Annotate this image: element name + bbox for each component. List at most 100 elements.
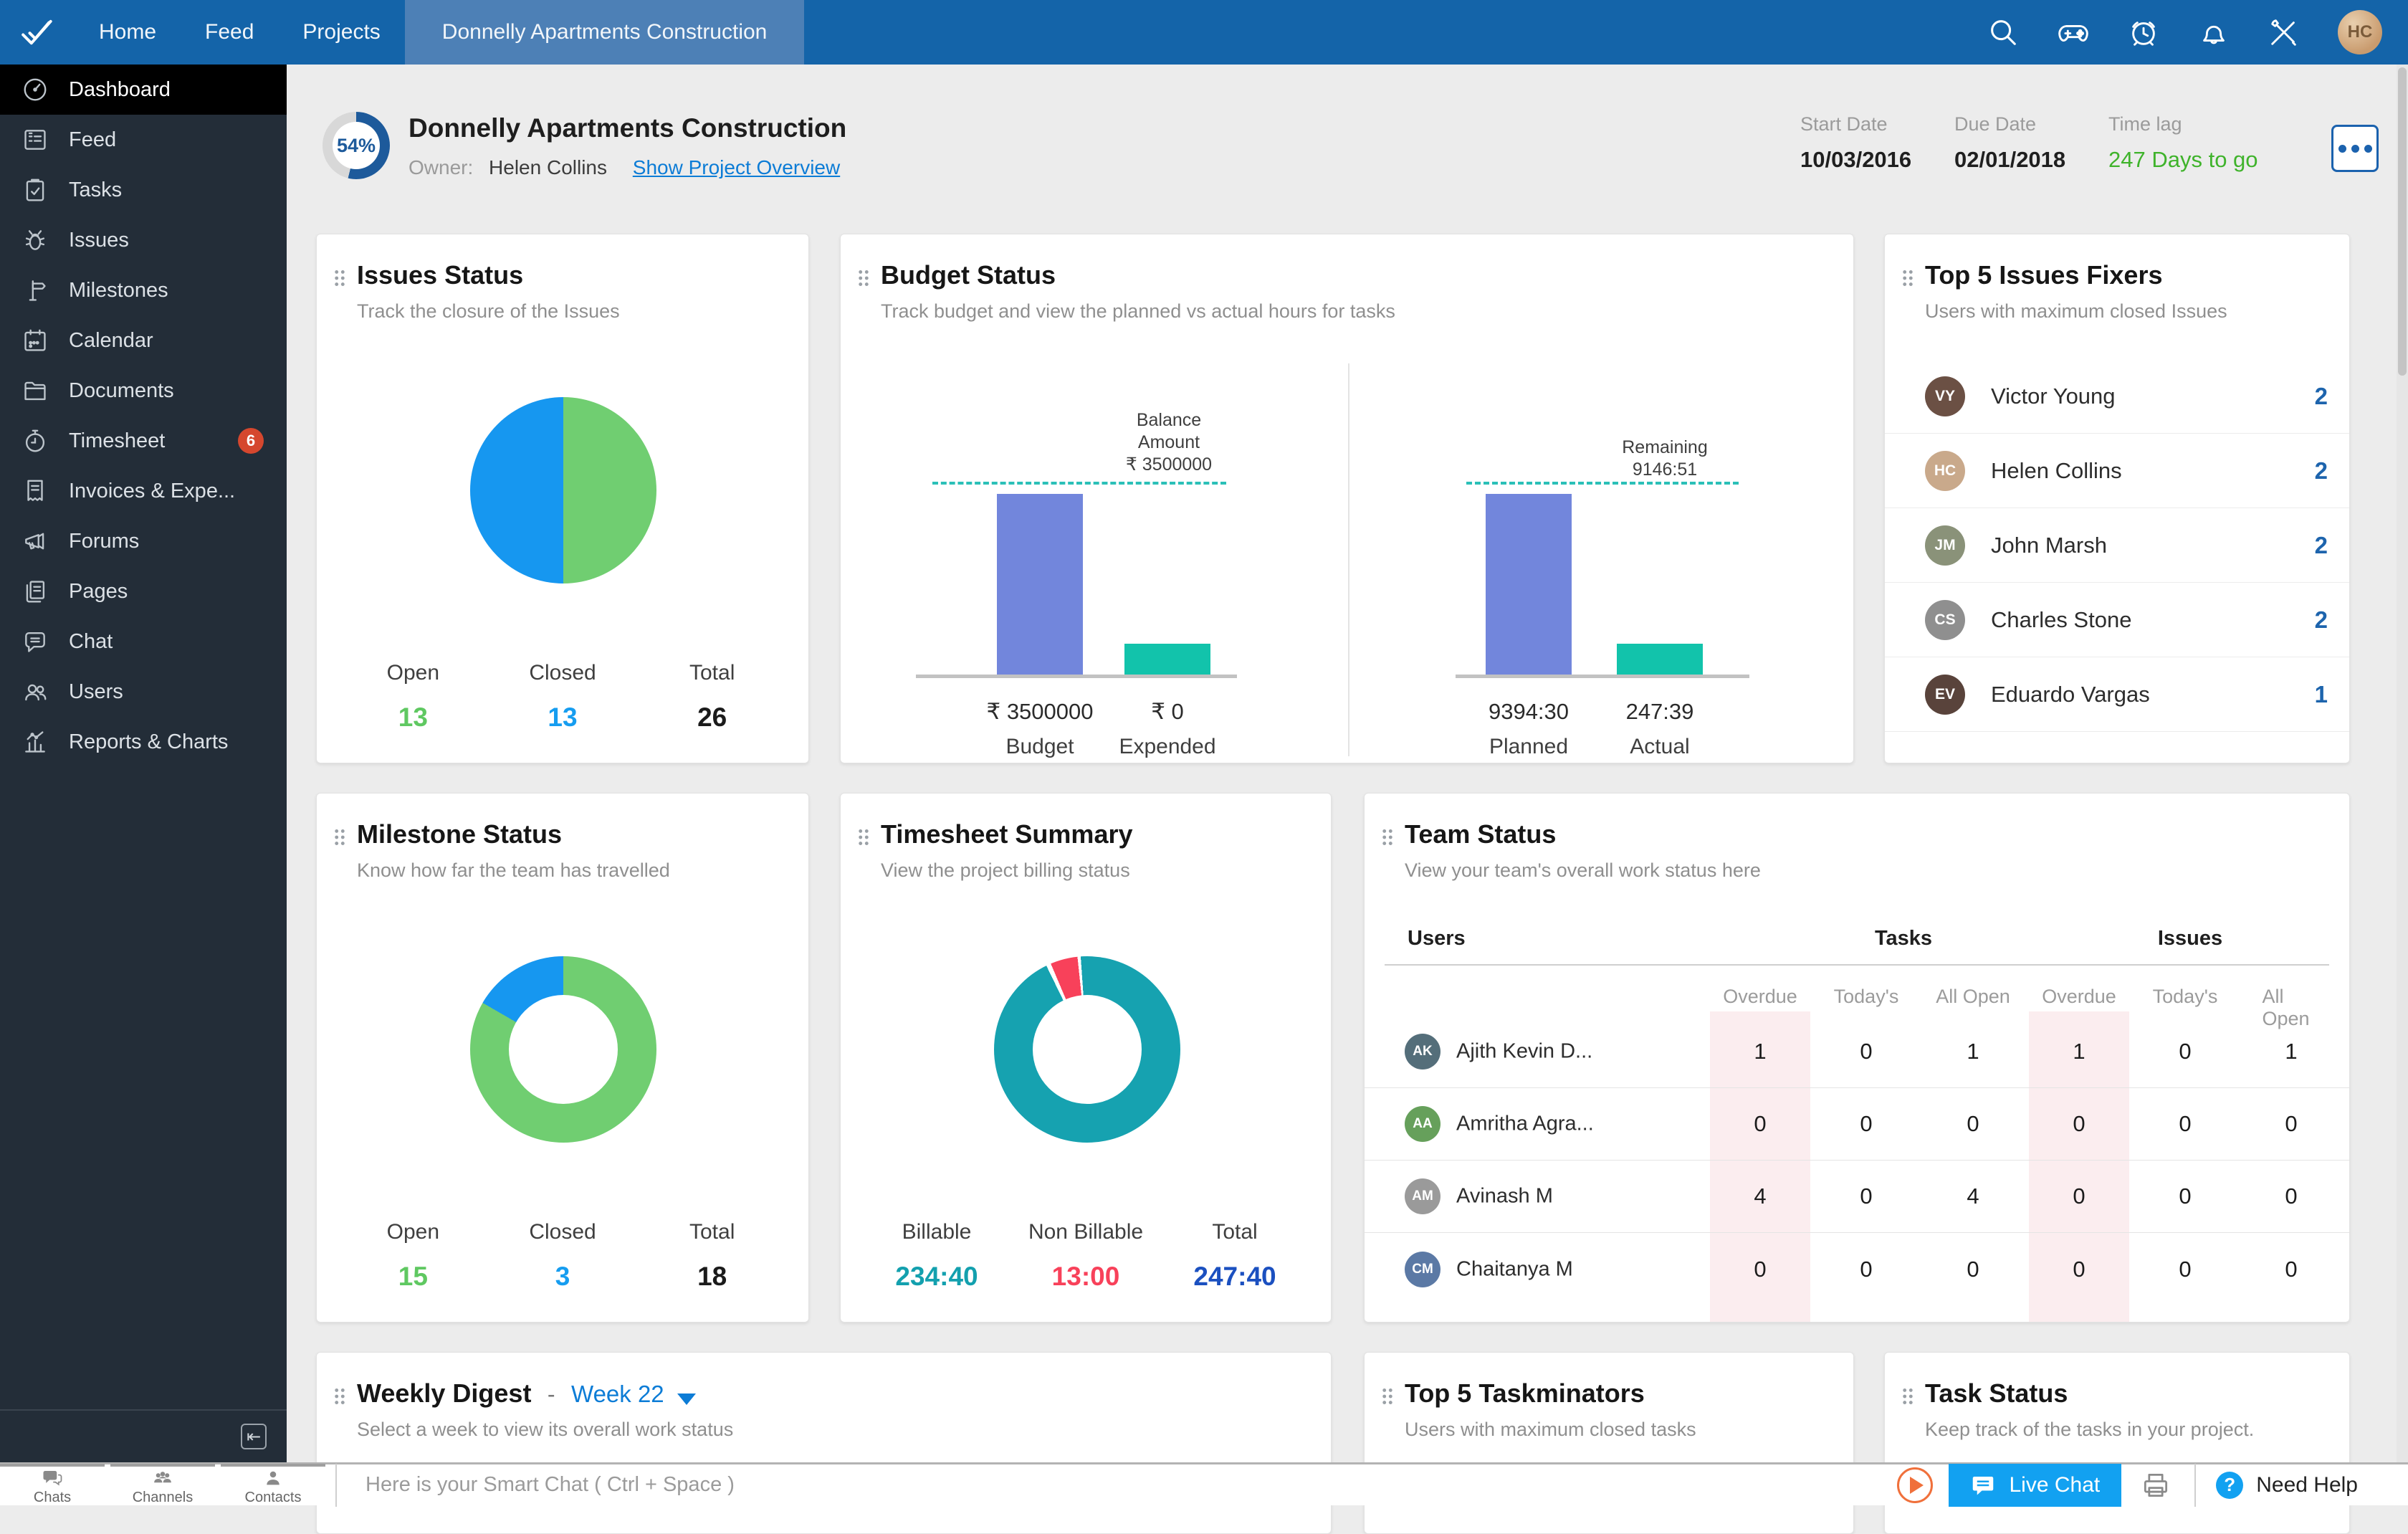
live-chat-button[interactable]: Live Chat [1949,1463,2122,1507]
sidebar-item-tasks[interactable]: Tasks [0,165,287,215]
app-logo[interactable] [0,12,75,52]
cell-issues-allopen: 0 [2285,1183,2298,1209]
sidebar-item-forums[interactable]: Forums [0,516,287,566]
column-header: All Open [2262,986,2310,1029]
week-selector[interactable]: Week 22 [571,1381,664,1407]
need-help-button[interactable]: ? Need Help [2216,1471,2358,1499]
actual-bar [1617,644,1703,675]
card-title: Budget Status [881,260,1056,290]
sidebar-item-users[interactable]: Users [0,667,287,717]
cell-tasks-overdue: 1 [1754,1039,1767,1064]
cell-tasks-todays: 0 [1860,1111,1873,1136]
sidebar-item-documents[interactable]: Documents [0,366,287,416]
tab-chats[interactable]: Chats [0,1463,105,1507]
remaining-threshold-line [1466,482,1739,485]
owner-label: Owner: [408,156,474,178]
cell-issues-allopen: 0 [2285,1256,2298,1282]
due-date-value: 02/01/2018 [1954,147,2066,172]
stat-value-closed: 13 [548,702,578,732]
nav-item-home[interactable]: Home [99,20,157,44]
start-date-block: Start Date 10/03/2016 [1800,113,1911,173]
drag-handle-icon[interactable] [856,267,871,289]
sidebar-item-calendar[interactable]: Calendar [0,315,287,366]
sidebar-item-label: Timesheet [69,429,166,452]
drag-handle-icon[interactable] [1901,267,1915,289]
sidebar-item-invoices[interactable]: Invoices & Expe... [0,466,287,516]
cell-tasks-overdue: 0 [1754,1111,1767,1136]
planned-bar-value: 9394:30 [1488,699,1570,724]
actual-bar-value: 247:39 [1625,699,1694,724]
list-item[interactable]: HC Helen Collins 2 [1885,434,2349,508]
chevron-down-icon[interactable] [677,1393,697,1405]
drag-handle-icon[interactable] [333,267,347,289]
contacts-icon [267,1471,280,1485]
documents-folder-icon [24,381,46,401]
nav-item-feed[interactable]: Feed [205,20,254,44]
budget-status-card: Budget Status Track budget and view the … [840,234,1854,763]
time-lag-block: Time lag 247 Days to go [2108,113,2258,173]
sidebar-item-issues[interactable]: Issues [0,215,287,265]
issues-pie-chart [470,397,656,583]
settings-tools-icon[interactable] [2268,16,2300,49]
drag-handle-icon[interactable] [1901,1386,1915,1407]
more-options-button[interactable] [2331,125,2379,172]
sidebar-item-chat[interactable]: Chat [0,616,287,667]
sidebar-item-pages[interactable]: Pages [0,566,287,616]
recent-activity-clock-icon[interactable] [2127,16,2160,49]
due-date-label: Due Date [1954,113,2037,135]
sidebar-item-timesheet[interactable]: Timesheet 6 [0,416,287,466]
users-icon [25,684,47,701]
dashboard-icon [24,78,47,101]
tab-channels[interactable]: Channels [110,1463,215,1507]
drag-handle-icon[interactable] [333,826,347,848]
list-item[interactable]: CS Charles Stone 2 [1885,583,2349,657]
column-header: Overdue [1723,986,1797,1007]
drag-handle-icon[interactable] [856,826,871,848]
cell-issues-allopen: 1 [2285,1039,2298,1064]
nav-tab-active-project[interactable]: Donnelly Apartments Construction [404,0,805,65]
smart-chat-input[interactable] [337,1473,1898,1497]
avatar: AA [1405,1106,1440,1142]
list-item[interactable]: VY Victor Young 2 [1885,359,2349,434]
team-member-name: Amritha Agra... [1456,1112,1594,1135]
column-group-issues: Issues [2157,927,2223,950]
sidebar-collapse-button[interactable]: ⇤ [241,1424,267,1449]
project-progress-value: 54% [333,122,380,169]
notifications-bell-icon[interactable] [2197,16,2230,49]
show-project-overview-link[interactable]: Show Project Overview [632,156,841,178]
cell-tasks-overdue: 4 [1754,1183,1767,1209]
top-taskminators-card: Top 5 Taskminators Users with maximum cl… [1364,1352,1854,1534]
user-avatar[interactable]: HC [2338,10,2382,54]
tab-contacts[interactable]: Contacts [221,1463,325,1507]
time-lag-label: Time lag [2108,113,2182,135]
sidebar-item-reports[interactable]: Reports & Charts [0,717,287,767]
team-member-name: Ajith Kevin D... [1456,1039,1593,1063]
stat-value-total: 247:40 [1193,1262,1276,1291]
cell-issues-overdue: 0 [2073,1111,2086,1136]
expended-bar [1124,644,1210,675]
sidebar-item-feed[interactable]: Feed [0,115,287,165]
sidebar-item-milestones[interactable]: Milestones [0,265,287,315]
timesheet-badge: 6 [238,428,264,454]
list-item[interactable]: EV Eduardo Vargas 1 [1885,657,2349,732]
stat-value-billable: 234:40 [895,1262,978,1291]
drag-handle-icon[interactable] [1380,1386,1395,1407]
page-scrollbar[interactable] [2397,65,2408,1462]
list-item[interactable]: JM John Marsh 2 [1885,508,2349,583]
avatar: EV [1925,674,1965,715]
tab-label: Channels [132,1489,194,1505]
print-icon[interactable] [2140,1469,2172,1501]
search-icon[interactable] [1987,16,2020,49]
expended-bar-label: Expended [1119,735,1216,758]
time-lag-value: 247 Days to go [2108,147,2258,172]
drag-handle-icon[interactable] [333,1386,347,1407]
budget-bar-value: ₹ 3500000 [986,699,1094,724]
nav-item-projects[interactable]: Projects [302,20,381,44]
sidebar-item-label: Dashboard [69,77,171,101]
card-title: Milestone Status [357,819,563,849]
play-button[interactable] [1897,1467,1934,1503]
drag-handle-icon[interactable] [1380,826,1395,848]
sidebar-item-dashboard[interactable]: Dashboard [0,65,287,115]
avatar: AM [1405,1178,1440,1214]
games-icon[interactable] [2057,16,2090,49]
